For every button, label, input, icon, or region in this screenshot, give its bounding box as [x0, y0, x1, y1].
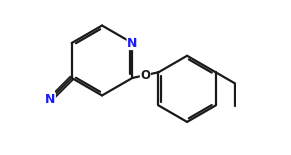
- Text: N: N: [45, 93, 55, 106]
- Text: O: O: [140, 69, 150, 82]
- Text: N: N: [127, 37, 137, 49]
